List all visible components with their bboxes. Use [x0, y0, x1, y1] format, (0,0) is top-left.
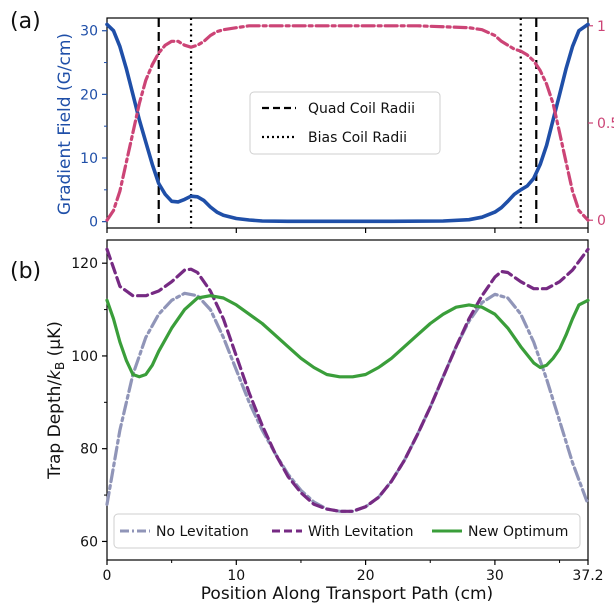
- ylabel-sub: B: [53, 362, 67, 370]
- panel-b-legend-box: [113, 513, 581, 549]
- b-xtick-label: 10: [227, 568, 245, 584]
- panel-b-y-axis-label: Trap Depth/kB (μK): [45, 321, 67, 480]
- legend-new-optimum-label: New Optimum: [468, 524, 568, 540]
- a-ytick-label: 30: [80, 24, 98, 40]
- panel-b-series: [105, 247, 590, 513]
- panel-label-b: (b): [10, 259, 41, 284]
- b-xtick-label: 30: [486, 568, 504, 584]
- b-ytick-label: 60: [80, 534, 98, 550]
- ylabel-unit: (μK): [45, 321, 65, 362]
- a-y2tick-label: 0.5: [597, 116, 614, 132]
- b-ytick-label: 100: [71, 349, 98, 365]
- b-ytick-label: 120: [71, 256, 98, 272]
- no-levitation-line: [105, 291, 590, 513]
- ylabel-main: Trap Depth/: [45, 380, 65, 480]
- new-optimum-line: [105, 294, 590, 379]
- ylabel-k: k: [45, 369, 65, 380]
- panel-a: 0 10 20 30 0 0.5 1 Gradient Field (G/cm) Quad …: [55, 17, 614, 233]
- panel-label-a: (a): [10, 9, 41, 34]
- panel-b-ticks: 60 80 100 120 0 10 20 30 37.2: [71, 256, 603, 584]
- a-y2tick-label: 1: [597, 19, 606, 35]
- a-y2tick-label: 0: [597, 213, 606, 229]
- legend-bias-label: Bias Coil Radii: [308, 130, 407, 146]
- panel-a-ticks: 0 10 20 30 0 0.5 1: [80, 19, 614, 233]
- panel-b-frame: [106, 239, 589, 561]
- panel-a-legend-box: [249, 91, 441, 155]
- a-series-gradient-line: [105, 22, 590, 224]
- panel-a-y-axis-label: Gradient Field (G/cm): [55, 33, 75, 215]
- legend-quad-label: Quad Coil Radii: [308, 101, 415, 117]
- a-ytick-label: 0: [89, 215, 98, 231]
- panel-b-legend: No Levitation With Levitation New Optimu…: [113, 513, 581, 549]
- b-xtick-label: 0: [103, 568, 112, 584]
- panel-a-series: [105, 22, 590, 224]
- a-ytick-label: 10: [80, 151, 98, 167]
- a-series-right-line: [105, 24, 590, 222]
- legend-with-levitation-label: With Levitation: [308, 524, 413, 540]
- panel-a-legend: Quad Coil Radii Bias Coil Radii: [249, 91, 441, 155]
- with-levitation-line: [105, 247, 590, 513]
- b-xtick-label: 20: [357, 568, 375, 584]
- b-xtick-label: 37.2: [572, 568, 603, 584]
- legend-no-levitation-label: No Levitation: [156, 524, 249, 540]
- panel-b: 60 80 100 120 0 10 20 30 37.2 Trap Depth/kB (μK)…: [45, 239, 604, 604]
- b-ytick-label: 80: [80, 442, 98, 458]
- a-ytick-label: 20: [80, 87, 98, 103]
- panel-b-x-axis-label: Position Along Transport Path (cm): [201, 584, 493, 604]
